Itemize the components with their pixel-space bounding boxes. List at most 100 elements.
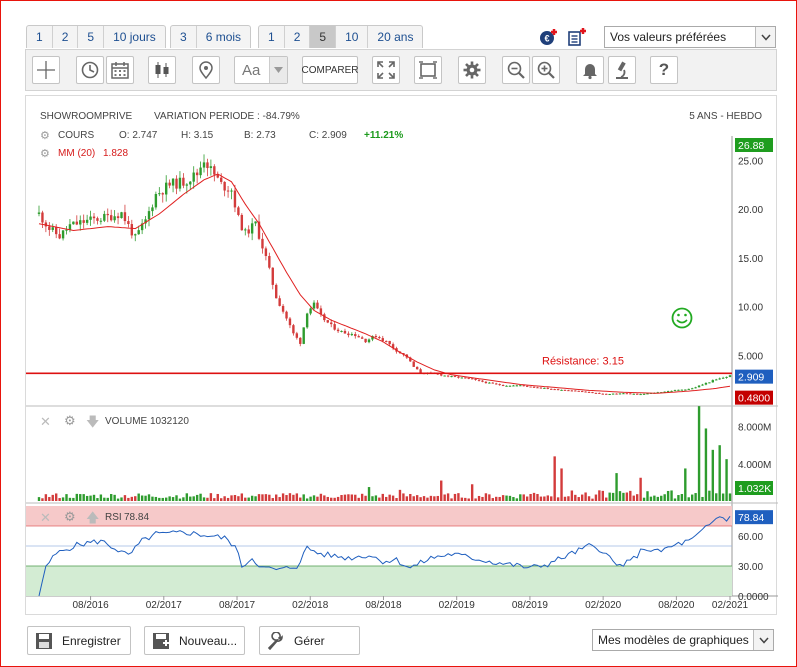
calendar-button[interactable] [106, 56, 134, 84]
marker-button[interactable] [192, 56, 220, 84]
volume-bar [543, 496, 546, 501]
candle [563, 389, 567, 391]
rsi-up-arrow-icon[interactable]: 🡅 [86, 510, 100, 525]
help-button[interactable]: ? [650, 56, 678, 84]
save-button[interactable]: Enregistrer [27, 626, 131, 655]
candle [708, 382, 711, 384]
rsi-settings-icon[interactable]: ⚙ [64, 509, 76, 524]
volume-badge-bg [735, 481, 773, 495]
volume-bar [711, 449, 715, 501]
candle [467, 377, 470, 379]
period-tab-2[interactable]: 2 [285, 26, 311, 48]
zoom-in-icon [537, 61, 555, 79]
volume-bar [522, 494, 525, 501]
x-tick-label: 02/2020 [585, 600, 622, 611]
volume-bar [230, 495, 233, 501]
volume-bar [168, 496, 171, 501]
volume-bar [426, 497, 429, 501]
add-document-icon[interactable] [567, 27, 589, 47]
candle [281, 305, 285, 312]
volume-bar [642, 497, 646, 501]
volume-bar [584, 492, 587, 501]
analysis-button[interactable] [608, 56, 636, 84]
new-button[interactable]: Nouveau... [144, 626, 245, 655]
candle [587, 391, 591, 393]
volume-bar [381, 493, 384, 501]
volume-down-arrow-icon[interactable]: 🡇 [86, 414, 100, 429]
period-tab-10[interactable]: 10 [336, 26, 369, 48]
rsi-close-icon[interactable]: ✕ [40, 510, 51, 525]
period-tab-10-jours[interactable]: 10 jours [113, 30, 156, 44]
volume-badge-text: 1.032K [738, 483, 771, 495]
volume-bar [79, 494, 82, 501]
candle [357, 336, 360, 338]
compare-button[interactable]: COMPARER [301, 56, 359, 84]
candle [275, 284, 278, 299]
candle [312, 302, 316, 309]
candle [240, 214, 244, 231]
candle [175, 178, 178, 189]
candle [460, 377, 464, 379]
low-price-badge: 0.4800 [735, 390, 773, 405]
volume-bar [82, 494, 85, 501]
add-currency-icon[interactable]: € [539, 27, 561, 47]
rsi-tick-label: 60.00 [738, 532, 763, 543]
history-button[interactable] [76, 56, 104, 84]
volume-bar [519, 494, 522, 501]
alert-button[interactable] [576, 56, 604, 84]
volume-bar [477, 495, 481, 501]
period-tab-1[interactable]: 1 [259, 26, 285, 48]
volume-bar [206, 497, 209, 501]
chart-models-select[interactable]: Mes modèles de graphiques [592, 629, 774, 651]
candle [109, 215, 113, 221]
fullscreen-button[interactable] [372, 56, 400, 84]
frame-button[interactable] [414, 56, 442, 84]
volume-bar [715, 493, 718, 501]
candle [185, 184, 189, 186]
period-tab-5[interactable]: 5 [310, 26, 337, 48]
candle [536, 387, 539, 389]
zoom-in-button[interactable] [532, 56, 560, 84]
chart-area[interactable]: SHOWROOMPRIVE VARIATION PERIODE : -84.79… [25, 95, 778, 615]
volume-bar [721, 493, 725, 501]
price-chart: 25.00 20.00 15.00 10.00 5.000 Résistance: 3.1… [26, 136, 778, 611]
candle [75, 221, 79, 225]
cours-settings-icon[interactable]: ⚙ [40, 130, 50, 142]
favorites-select[interactable]: Vos valeurs préférées [604, 26, 776, 48]
settings-button[interactable] [458, 56, 486, 84]
manage-button[interactable]: Gérer [259, 626, 360, 655]
volume-bar [484, 493, 488, 501]
candle [721, 377, 725, 379]
candle [302, 327, 305, 344]
volume-settings-icon[interactable]: ⚙ [64, 413, 76, 428]
volume-bar [378, 497, 381, 501]
candle [68, 224, 72, 230]
period-tab-3[interactable]: 3 [171, 26, 197, 48]
mm-settings-icon[interactable]: ⚙ [40, 148, 50, 160]
candle [354, 334, 357, 337]
volume-bar [48, 497, 51, 501]
period-tab-2[interactable]: 2 [53, 26, 79, 48]
period-tab-20-ans[interactable]: 20 ans [377, 30, 414, 44]
volume-bar [646, 491, 649, 501]
x-tick-label: 02/2019 [439, 600, 476, 611]
volume-bar [725, 459, 728, 501]
candle [189, 181, 192, 185]
crosshair-button[interactable] [32, 56, 60, 84]
period-tab-1[interactable]: 1 [27, 26, 53, 48]
font-button[interactable]: Aa [234, 56, 288, 84]
period-tab-6-mois[interactable]: 6 mois [205, 30, 242, 44]
volume-bar [687, 497, 690, 501]
candle [195, 172, 199, 176]
volume-close-icon[interactable]: ✕ [40, 414, 51, 429]
price-tick-label: 20.00 [738, 205, 763, 216]
period-tab-5[interactable]: 5 [78, 26, 105, 48]
volume-bar [305, 498, 309, 501]
candle [319, 308, 323, 315]
candle [550, 388, 553, 390]
chart-type-button[interactable] [148, 56, 176, 84]
change-value: +11.21% [364, 130, 404, 141]
candle [261, 238, 264, 249]
zoom-out-button[interactable] [502, 56, 530, 84]
candle [220, 177, 223, 182]
